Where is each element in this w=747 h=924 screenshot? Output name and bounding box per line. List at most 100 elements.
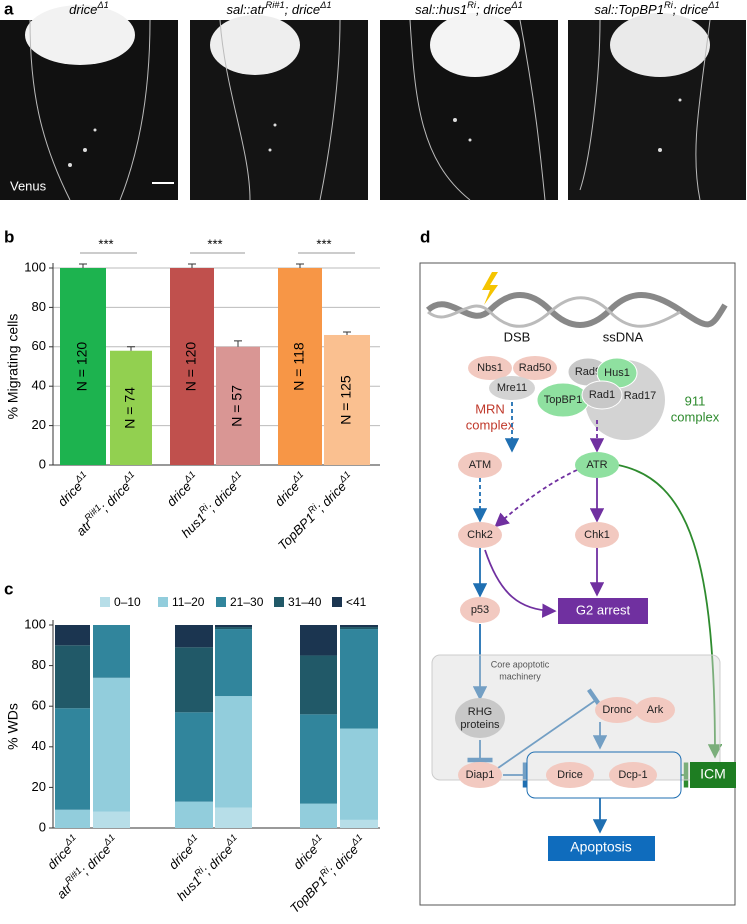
panel-label: b bbox=[4, 227, 14, 246]
bar-label: N = 120 bbox=[74, 342, 90, 392]
label-part: Δ1 bbox=[707, 0, 719, 10]
label-part: TopBP1 bbox=[287, 873, 330, 916]
node: ATM bbox=[469, 459, 491, 471]
label: complex bbox=[671, 409, 720, 424]
bar-segment bbox=[175, 647, 213, 713]
y-tick-label: 40 bbox=[32, 738, 46, 753]
dna bbox=[427, 296, 681, 328]
x-tick-label: driceΔ1 bbox=[163, 470, 203, 510]
y-tick-label: 80 bbox=[32, 299, 46, 314]
label-part: drice bbox=[69, 2, 97, 17]
significance-label: *** bbox=[316, 236, 331, 251]
node: Ark bbox=[647, 704, 664, 716]
panel-a: driceΔ1 sal::atrRi#1; driceΔ1 sal::hus1Ri;… bbox=[0, 0, 746, 201]
bar-segment bbox=[55, 645, 90, 709]
node: Rad1 bbox=[589, 389, 615, 401]
label-part: Δ1 bbox=[96, 0, 108, 10]
y-tick-label: 100 bbox=[24, 616, 46, 631]
node: RHG bbox=[468, 706, 492, 718]
bar-segment bbox=[55, 625, 90, 646]
node: Hus1 bbox=[604, 367, 630, 379]
label: 911 bbox=[685, 393, 706, 408]
panel-label: c bbox=[4, 579, 13, 598]
node: G2 arrest bbox=[576, 602, 631, 617]
y-tick-label: 100 bbox=[24, 259, 46, 274]
y-tick-label: 20 bbox=[32, 417, 46, 432]
node: p53 bbox=[471, 604, 489, 616]
legend-swatch bbox=[158, 597, 168, 607]
node: Rad50 bbox=[519, 362, 551, 374]
y-tick-label: 60 bbox=[32, 698, 46, 713]
bar-label: N = 125 bbox=[338, 375, 354, 425]
error-bar bbox=[234, 340, 242, 347]
diagram-frame bbox=[419, 262, 736, 906]
panel-label: a bbox=[4, 0, 14, 18]
y-axis-label: % Migrating cells bbox=[5, 314, 21, 420]
label-part: TopBP1 bbox=[275, 510, 318, 553]
bar-segment bbox=[93, 811, 130, 828]
bar-segment bbox=[93, 625, 130, 678]
label-part: Ri#1 bbox=[265, 0, 284, 10]
error-bar bbox=[188, 263, 196, 268]
legend-swatch bbox=[332, 597, 342, 607]
bar-segment bbox=[340, 728, 378, 820]
lightning bbox=[482, 272, 498, 305]
bar-segment bbox=[93, 677, 130, 812]
label-part: sal::hus1 bbox=[415, 2, 467, 17]
y-tick-label: 40 bbox=[32, 378, 46, 393]
node: Apoptosis bbox=[570, 839, 631, 855]
bar bbox=[324, 334, 370, 465]
label: machinery bbox=[499, 671, 541, 681]
node: Dronc bbox=[602, 704, 632, 716]
image-title: driceΔ1 bbox=[69, 0, 109, 17]
bar-segment bbox=[340, 629, 378, 729]
bar bbox=[216, 346, 260, 465]
bar-segment bbox=[175, 625, 213, 648]
bar-segment bbox=[215, 627, 252, 630]
panel-d: DSB ssDNA Nbs1 Rad50 Mre11 MRN complex R… bbox=[419, 262, 736, 906]
bar bbox=[60, 268, 106, 465]
x-tick-label: TopBP1Ri; driceΔ1 bbox=[286, 833, 370, 917]
bar-segment bbox=[215, 807, 252, 828]
legend-label: 31–40 bbox=[288, 595, 322, 609]
bar-segment bbox=[300, 803, 337, 828]
legend-label: 21–30 bbox=[230, 595, 264, 609]
node: Rad9 bbox=[575, 366, 601, 378]
legend-swatch bbox=[274, 597, 284, 607]
bar-segment bbox=[300, 625, 337, 656]
x-tick-label: driceΔ1 bbox=[271, 470, 311, 510]
label: Core apoptotic bbox=[491, 659, 550, 669]
bar-label: N = 120 bbox=[183, 342, 199, 392]
bar bbox=[278, 268, 322, 465]
node: Dcp-1 bbox=[618, 769, 647, 781]
dna bbox=[425, 292, 728, 328]
significance-label: *** bbox=[98, 236, 113, 251]
stain-label: Venus bbox=[10, 178, 47, 193]
node: Rad17 bbox=[624, 390, 656, 402]
label-part: Ri bbox=[467, 0, 477, 10]
image-title: sal::atrRi#1; driceΔ1 bbox=[226, 0, 331, 17]
y-tick-label: 20 bbox=[32, 779, 46, 794]
node: Nbs1 bbox=[477, 362, 503, 374]
node: Chk1 bbox=[584, 529, 610, 541]
significance-label: *** bbox=[207, 236, 222, 251]
bar-segment bbox=[215, 625, 252, 628]
node: ATR bbox=[586, 459, 607, 471]
label-part: Δ1 bbox=[510, 0, 522, 10]
node: Drice bbox=[557, 769, 583, 781]
bar-segment bbox=[340, 625, 378, 628]
label: complex bbox=[466, 417, 515, 432]
label-part: Δ1 bbox=[319, 0, 331, 10]
legend-swatch bbox=[216, 597, 226, 607]
bar-segment bbox=[175, 801, 213, 828]
panel-label: d bbox=[420, 227, 430, 246]
x-tick-label: TopBP1Ri; driceΔ1 bbox=[274, 470, 358, 554]
x-tick-label: driceΔ1 bbox=[54, 470, 94, 510]
label: ssDNA bbox=[603, 329, 644, 344]
bar bbox=[170, 268, 214, 465]
bar-label: N = 74 bbox=[122, 387, 138, 429]
bar-segment bbox=[55, 708, 90, 810]
error-bar bbox=[127, 346, 135, 351]
